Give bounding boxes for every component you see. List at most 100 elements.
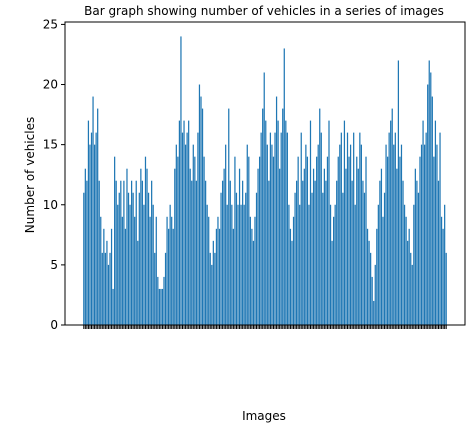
bar — [388, 132, 390, 325]
bar — [191, 180, 193, 325]
bar — [445, 252, 447, 325]
bar — [188, 120, 190, 325]
bar — [218, 228, 221, 325]
bar — [137, 240, 139, 325]
bar — [391, 108, 393, 325]
bar — [130, 180, 133, 325]
bar — [434, 120, 437, 325]
bar — [306, 156, 309, 325]
bar — [393, 144, 395, 325]
bar — [376, 228, 378, 325]
bar — [408, 228, 410, 325]
bar — [282, 108, 284, 325]
bar — [416, 180, 418, 325]
bar — [265, 120, 267, 325]
bar — [411, 264, 413, 325]
bar — [260, 132, 262, 325]
bar — [123, 180, 125, 325]
bar — [171, 216, 173, 325]
bar — [155, 216, 157, 325]
bar — [225, 144, 227, 325]
bar — [423, 144, 426, 325]
bar — [349, 144, 352, 325]
bar — [266, 144, 268, 325]
bar — [370, 252, 372, 325]
bar — [263, 72, 265, 325]
bar — [257, 168, 259, 325]
bar — [206, 204, 208, 325]
bar — [262, 108, 264, 325]
bar — [407, 240, 409, 325]
bar — [101, 252, 103, 325]
bar — [87, 120, 90, 325]
bar — [425, 132, 427, 325]
bar — [382, 216, 384, 325]
bar — [363, 192, 366, 325]
bar — [320, 132, 322, 325]
bar — [428, 60, 430, 325]
bar — [433, 156, 435, 325]
bar — [215, 228, 218, 325]
bar — [303, 168, 305, 325]
bar — [192, 144, 194, 325]
bar — [356, 156, 358, 325]
bar — [255, 192, 258, 325]
bar — [280, 132, 282, 325]
bar — [211, 264, 213, 325]
bar — [220, 192, 222, 325]
bar — [316, 156, 318, 325]
bar — [160, 288, 162, 325]
y-tick-label: 0 — [50, 318, 58, 332]
bar — [167, 228, 170, 325]
bar — [420, 144, 423, 325]
bar — [146, 168, 148, 325]
bar — [223, 168, 225, 325]
bar — [189, 168, 191, 325]
bar — [288, 204, 290, 325]
bar — [177, 156, 179, 325]
bar — [132, 192, 134, 325]
bar — [337, 156, 339, 325]
bar — [180, 36, 182, 326]
bar — [299, 204, 301, 325]
bar — [143, 204, 145, 325]
bar — [300, 132, 302, 325]
bar — [380, 168, 383, 325]
bar — [309, 120, 312, 325]
bar — [346, 132, 349, 325]
bar — [295, 180, 298, 325]
bar — [397, 60, 400, 325]
bar — [214, 252, 216, 325]
bar — [359, 132, 361, 325]
bar — [103, 228, 105, 325]
bar — [229, 180, 231, 325]
bar — [360, 144, 363, 325]
bar — [312, 168, 315, 325]
bar — [95, 132, 97, 325]
y-tick-label: 15 — [43, 138, 58, 152]
y-tick-label: 5 — [50, 258, 58, 272]
bar — [106, 240, 108, 325]
bar — [336, 180, 338, 325]
bar — [83, 192, 85, 325]
bar — [325, 180, 327, 325]
y-tick-label: 20 — [43, 78, 58, 92]
bar — [422, 120, 424, 325]
bar — [439, 132, 441, 325]
bar — [402, 180, 404, 325]
bar — [289, 228, 292, 325]
bar — [294, 192, 296, 325]
bar — [203, 156, 205, 325]
bar — [292, 216, 295, 325]
bar — [410, 252, 412, 325]
bar — [385, 144, 387, 325]
bar — [254, 216, 256, 325]
bar — [112, 288, 114, 325]
bar — [431, 96, 433, 325]
bar — [163, 276, 165, 325]
bar — [175, 144, 177, 325]
bar — [212, 240, 214, 325]
bar — [242, 180, 244, 325]
bar — [400, 144, 403, 325]
bar — [345, 168, 347, 325]
